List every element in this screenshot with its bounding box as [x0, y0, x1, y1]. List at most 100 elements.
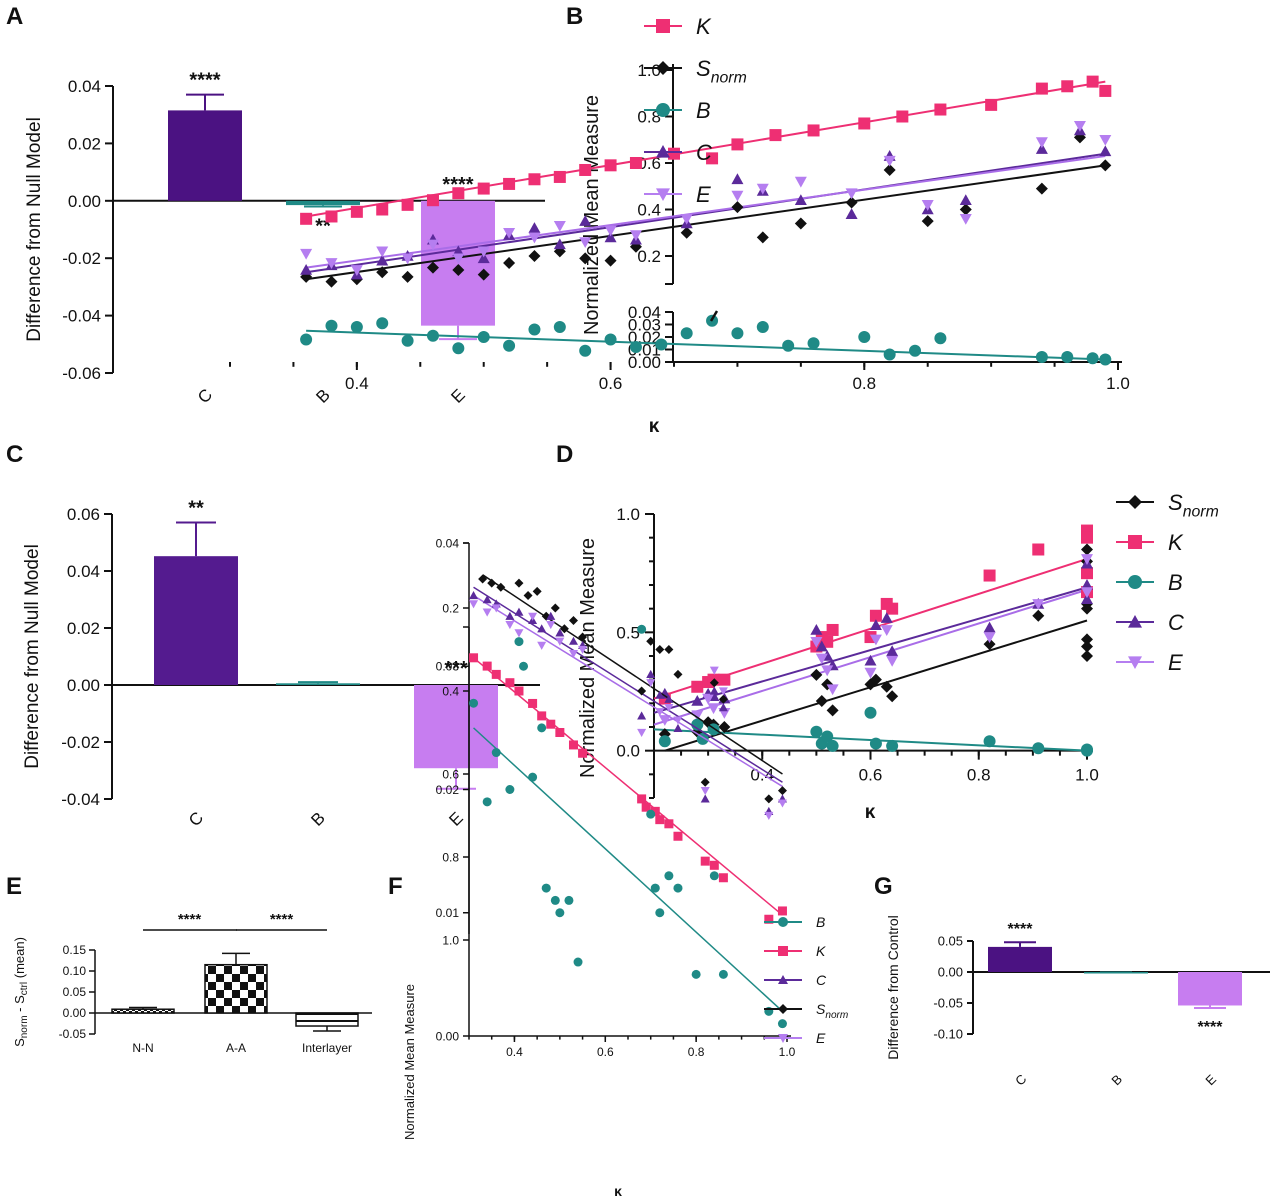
f-point-C [700, 794, 710, 803]
f-legend-text-E: E [816, 1030, 826, 1046]
b-point-S [579, 252, 592, 265]
d-point-B [864, 706, 877, 719]
f-legend-label-S: Snorm [816, 1001, 848, 1021]
g-ytick-label: 0.00 [938, 965, 963, 980]
b-point-S [477, 268, 490, 281]
d-point-E [1032, 599, 1045, 610]
f-point-C [505, 611, 515, 620]
f-point-K [655, 815, 665, 825]
g-xtick-label-E: E [1202, 1071, 1219, 1088]
d-point-K [1032, 543, 1045, 556]
d-point-E [826, 684, 839, 696]
panel-d: D 0.0 0.5 1.0 0.4 0.6 0.8 1.0 κ Normalized Mean … [556, 438, 1280, 858]
f-point-B [555, 908, 565, 918]
b-point-K [629, 157, 642, 169]
f-fit-line-C [473, 586, 783, 783]
f-point-S [646, 636, 656, 646]
a-ylabel: Difference from Null Model [24, 117, 45, 342]
panel-c-letter: C [6, 441, 23, 468]
d-legend-text-E: E [1168, 650, 1183, 675]
f-fit-line-E [473, 594, 783, 788]
f-point-B [646, 809, 656, 819]
f-legend-text-S: S [816, 1001, 826, 1017]
f-point-S [709, 678, 719, 688]
b-xtick-label: 0.4 [345, 374, 369, 393]
f-point-C [546, 611, 556, 620]
d-point-C [810, 623, 823, 635]
b-point-E [629, 230, 642, 242]
g-ytick-label: -0.05 [933, 996, 963, 1011]
b-point-K [1099, 84, 1112, 97]
b-point-C [845, 208, 858, 219]
b-point-B [1061, 351, 1074, 363]
b-point-B [1086, 352, 1099, 365]
f-legend-label-C: C [816, 972, 827, 988]
d-point-B [886, 739, 899, 752]
d-point-K [1081, 531, 1093, 544]
d-point-S [826, 704, 839, 717]
b-point-K [325, 210, 338, 223]
d-point-B [658, 735, 671, 748]
f-fit-line-K [473, 657, 783, 916]
f-point-K [637, 794, 647, 804]
chart-f: 0.2 0.4 0.6 0.8 1.0 0.00 0.01 0.02 0.03 0.04 0.4 0.… [402, 536, 848, 1199]
panel-g-letter: G [874, 873, 893, 900]
e-bar-N-N [111, 1008, 175, 1014]
a-ytick-label: -0.06 [62, 364, 101, 383]
chart-g: 0.05 0.00 -0.05 -0.10 C **** B E **** Difference … [885, 915, 1270, 1088]
f-point-S [514, 578, 524, 588]
f-point-K [491, 669, 501, 679]
f-point-B [505, 785, 515, 794]
b-point-C [579, 215, 592, 226]
c-xtick-label-C: C [185, 808, 207, 830]
f-xlabel: κ [614, 1183, 622, 1199]
b-xlabel: κ [649, 416, 660, 437]
f-ytick-label-upper: 1.0 [442, 933, 459, 947]
f-ytick-label-upper: 0.2 [442, 601, 459, 615]
panel-e: E 0.15 0.10 0.05 0.00 -0.05 N-N A-A Interlayer *… [0, 870, 380, 1203]
b-point-E [579, 237, 592, 249]
g-xtick-label-C: C [1012, 1071, 1029, 1088]
b-point-E [921, 200, 934, 211]
d-point-C [886, 645, 899, 657]
d-point-E [983, 632, 996, 644]
a-significance-C: **** [189, 70, 220, 92]
d-point-K [983, 569, 996, 582]
b-point-B [553, 321, 566, 333]
d-point-B [691, 718, 704, 731]
b-point-B [325, 319, 338, 332]
d-point-S [880, 680, 893, 693]
d-ytick-label: 1.0 [616, 505, 640, 524]
f-point-E [764, 811, 774, 820]
d-point-E [707, 703, 720, 715]
e-ytick-label: -0.05 [59, 1027, 87, 1041]
b-point-B [503, 339, 516, 352]
panel-b: B 0.2 0.4 0.6 0.8 1.0 0.00 0.01 0.02 0.03 0.04 0.4… [229, 0, 1280, 450]
b-point-E [503, 227, 516, 239]
e-ylabel-part: - S [12, 995, 27, 1016]
d-legend-marker-S [1128, 495, 1142, 509]
d-point-S [1081, 650, 1093, 662]
b-point-S [401, 270, 414, 283]
b-point-B [452, 342, 465, 355]
d-legend-marker-B [1128, 575, 1142, 589]
b-legend-text-K: K [696, 14, 712, 39]
b-xtick-label: 0.8 [852, 374, 876, 393]
f-point-K [514, 686, 524, 696]
b-point-K [1086, 75, 1099, 88]
d-point-E [880, 625, 893, 636]
b-point-B [807, 337, 820, 350]
f-legend-marker-B [778, 917, 788, 927]
d-xtick-label: 1.0 [1075, 766, 1099, 785]
b-point-E [300, 248, 313, 260]
b-point-E [452, 253, 465, 265]
a-ytick-label: -0.02 [62, 249, 101, 268]
b-break-slash [709, 310, 719, 322]
b-point-K [452, 187, 465, 200]
f-point-E [700, 787, 710, 796]
b-ytick-label-lower: 0.00 [628, 353, 661, 372]
d-point-C [1081, 593, 1093, 604]
f-point-S [718, 694, 728, 704]
b-point-E [376, 246, 389, 258]
b-point-B [528, 323, 541, 336]
